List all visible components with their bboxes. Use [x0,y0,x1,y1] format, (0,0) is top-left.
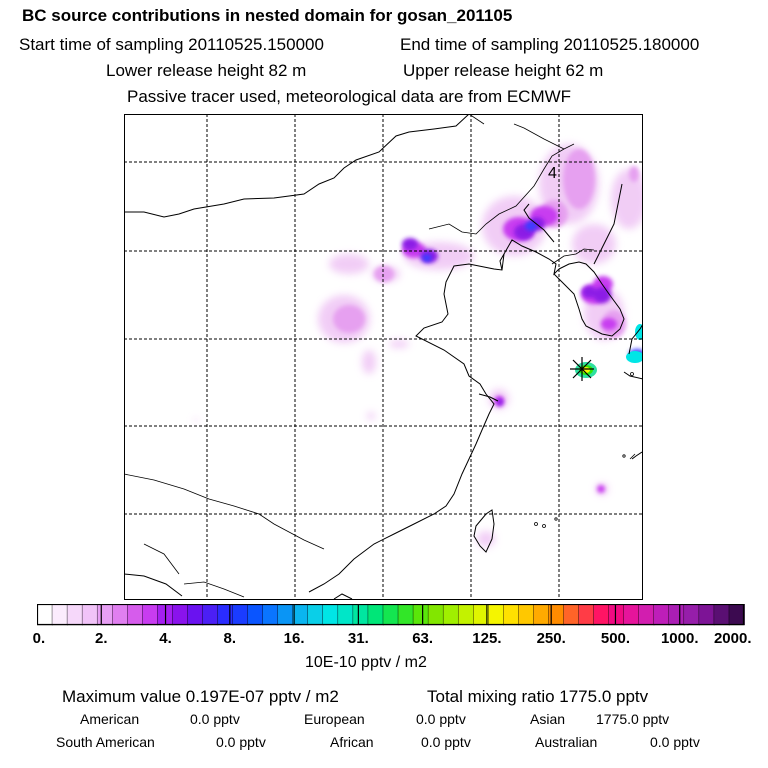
region-value: 0.0 pptv [650,734,700,750]
total-mixing-ratio: Total mixing ratio 1775.0 pptv [427,687,649,706]
lower-release-label: Lower release height 82 m [106,61,307,80]
map-title: BC source contributions in nested domain… [22,6,513,25]
colorbar-cell [713,604,730,626]
colorbar-cell [503,604,520,626]
colorbar-cell [653,604,670,626]
colorbar-tick-label: 63. [412,630,434,647]
colorbar-cell [578,604,595,626]
grid-lines [124,114,642,599]
colorbar-cell [247,604,264,626]
region-name: African [330,734,374,750]
colorbar-tick-label: 250. [536,630,566,647]
colorbar-tick-label: 16. [283,630,305,647]
colorbar-cell [202,604,219,626]
colorbar-cell [457,604,475,626]
region-name: South American [56,734,155,750]
colorbar-cell [142,604,159,626]
colorbar-tick-label: 1000. [660,630,699,647]
colorbar-cell [292,604,309,626]
colorbar-frame [37,604,745,626]
station-label: 4 [548,165,557,182]
colorbar-cell [442,604,459,626]
colorbar-tick-label: 8. [223,630,237,647]
colorbar-unit: 10E-10 pptv / m2 [305,654,427,671]
colorbar-cell [683,604,700,626]
colorbar-cell [668,604,685,626]
colorbar-cell [81,604,98,626]
colorbar-cell [397,604,414,626]
colorbar-cell [382,604,399,626]
colorbar-cell [96,604,114,626]
colorbar-cell [187,604,204,626]
colorbar-tick-label: 500. [600,630,631,647]
colorbar-tick-label: 125. [472,630,502,647]
colorbar-cell [172,604,189,626]
receptor-marker-icon [570,357,594,381]
colorbar-tick-label: 4. [159,630,172,647]
colorbar-cell [307,604,324,626]
islands [534,372,636,528]
colorbar-tick-label: 2. [95,630,108,647]
colorbar-tick-label: 2000. [713,630,752,647]
region-name: Asian [530,711,566,727]
colorbar-cell [262,604,279,626]
colorbar-cell [623,604,640,626]
region-value: 1775.0 pptv [596,711,670,727]
end-time-label: End time of sampling 20110525.180000 [400,35,700,54]
coastlines [124,114,642,599]
colorbar-cell [277,604,294,626]
concentration-map: 4 [124,114,643,600]
colorbar-cell [322,604,339,626]
colorbar-cell [638,604,655,626]
colorbar-cell [412,604,429,626]
colorbar-cell [37,604,53,626]
upper-release-label: Upper release height 62 m [403,61,604,80]
colorbar-cell [112,604,129,626]
maximum-value: Maximum value 0.197E-07 pptv / m2 [62,687,339,706]
colorbar-tick-label: 31. [347,630,369,647]
region-name: American [80,711,140,727]
colorbar-cell [518,604,535,626]
colorbar [37,604,745,626]
colorbar-cell [367,604,384,626]
colorbar-cell [337,604,354,626]
region-value: 0.0 pptv [190,711,240,727]
region-name: Australian [535,734,598,750]
colorbar-cell [352,604,369,626]
region-value: 0.0 pptv [216,734,266,750]
colorbar-cell [563,604,580,626]
colorbar-cell [51,604,68,626]
colorbar-cell [66,604,83,626]
colorbar-cell [488,604,505,626]
map-frame [124,114,643,600]
region-name: European [304,711,365,727]
land-borders [124,114,595,598]
colorbar-cell [232,604,249,626]
start-time-label: Start time of sampling 20110525.150000 [19,35,324,54]
colorbar-cell [728,604,745,626]
colorbar-cell [698,604,715,626]
colorbar-cell [593,604,610,626]
colorbar-tick-label: 0. [32,630,46,647]
colorbar-cell [533,604,550,626]
colorbar-cell [427,604,444,626]
colorbar-cell [217,604,234,626]
region-value: 0.0 pptv [416,711,466,727]
tracer-note: Passive tracer used, meteorological data… [127,87,572,106]
region-value: 0.0 pptv [421,734,471,750]
colorbar-cell [127,604,144,626]
colorbar-cell [608,604,625,626]
